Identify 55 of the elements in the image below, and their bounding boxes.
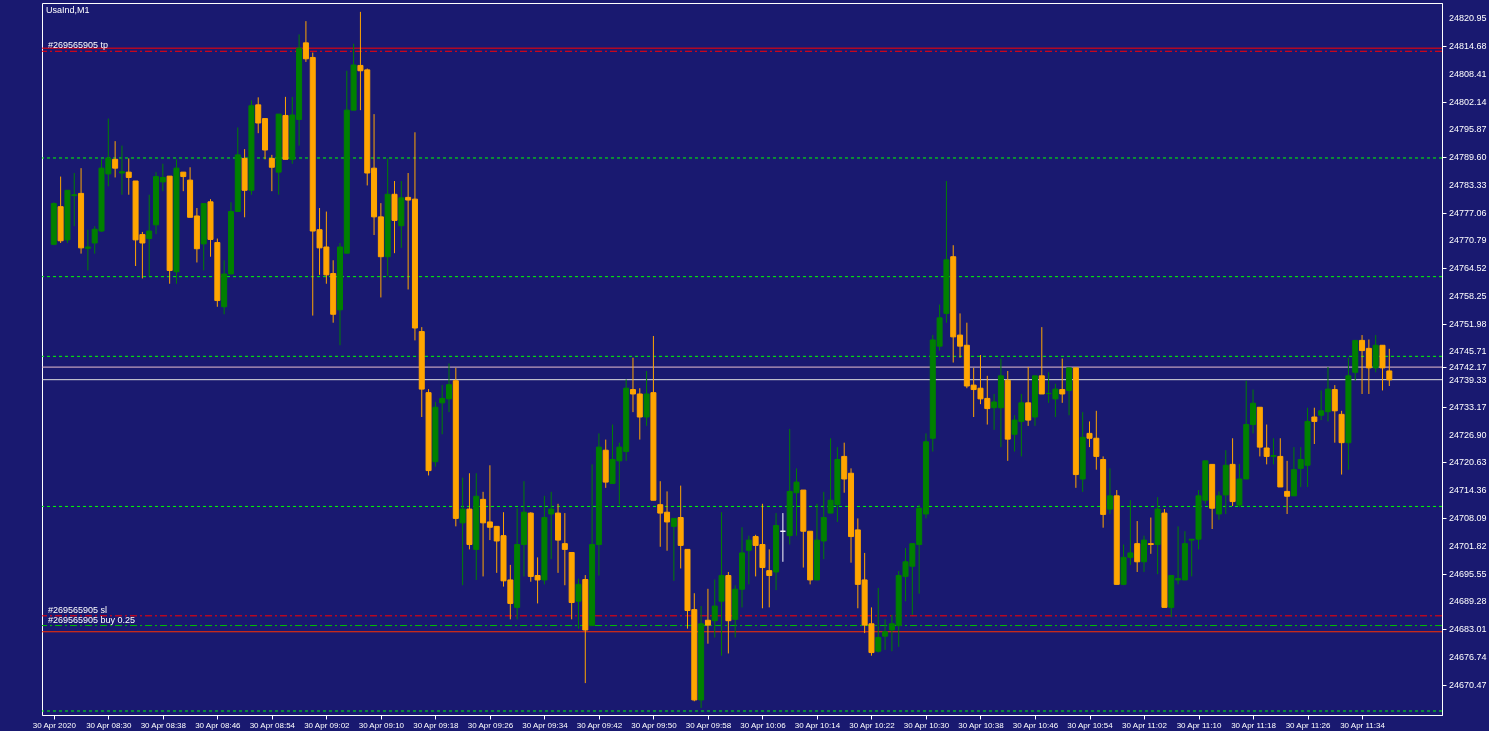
y-tick-label: 24820.95	[1449, 13, 1487, 24]
y-tick-label: 24777.06	[1449, 207, 1487, 218]
y-tick-label: 24708.09	[1449, 513, 1487, 523]
x-tick-label: 30 Apr 11:18	[1231, 720, 1277, 730]
x-tick-label: 30 Apr 08:38	[140, 720, 187, 730]
y-tick-label: 24783.33	[1449, 179, 1487, 190]
ref-line-label: #269565905 buy 0.25	[48, 614, 136, 625]
y-tick-label: 24720.63	[1449, 457, 1487, 468]
x-tick-label: 30 Apr 09:58	[685, 720, 732, 730]
x-tick-label: 30 Apr 10:30	[903, 720, 950, 730]
x-tick-label: 30 Apr 09:02	[304, 720, 351, 730]
x-tick-label: 30 Apr 09:10	[358, 720, 405, 730]
y-tick-label: 24751.98	[1449, 318, 1487, 329]
x-tick-label: 30 Apr 11:26	[1285, 720, 1331, 730]
x-tick-label: 30 Apr 08:30	[86, 720, 133, 730]
y-tick-label: 24742.17	[1449, 362, 1487, 373]
y-tick-label: 24726.90	[1449, 429, 1487, 440]
y-tick-label: 24764.52	[1449, 263, 1487, 274]
y-tick-label: 24714.36	[1449, 485, 1487, 496]
x-tick-label: 30 Apr 09:50	[631, 720, 678, 730]
x-tick-label: 30 Apr 11:34	[1340, 720, 1386, 730]
y-tick-label: 24802.14	[1449, 96, 1487, 107]
y-tick-label: 24701.82	[1449, 540, 1487, 551]
x-tick-label: 30 Apr 09:26	[467, 720, 514, 730]
y-tick-label: 24733.17	[1449, 401, 1487, 412]
y-tick-label: 24745.71	[1449, 346, 1487, 357]
y-tick-label: 24689.28	[1449, 596, 1487, 607]
x-tick-label: 30 Apr 11:10	[1176, 720, 1222, 730]
ref-line-label: #269565905 tp	[48, 40, 109, 51]
x-tick-label: 30 Apr 10:14	[794, 720, 841, 730]
x-tick-label: 30 Apr 09:18	[413, 720, 460, 730]
y-tick-label: 24676.74	[1449, 651, 1487, 662]
y-tick-label: 24814.68	[1449, 41, 1487, 52]
x-tick-label: 30 Apr 11:02	[1122, 720, 1168, 730]
x-tick-label: 30 Apr 09:42	[576, 720, 623, 730]
x-tick-label: 30 Apr 10:46	[1012, 720, 1059, 730]
chart-title: UsaInd,M1	[46, 5, 90, 15]
y-tick-label: 24683.01	[1449, 624, 1487, 635]
x-tick-label: 30 Apr 2020	[32, 720, 77, 730]
ref-line-label: #269565905 sl	[48, 604, 108, 615]
y-tick-label: 24670.47	[1449, 679, 1487, 690]
x-tick-label: 30 Apr 10:06	[740, 720, 787, 730]
y-tick-label: 24695.55	[1449, 568, 1487, 579]
x-tick-label: 30 Apr 10:54	[1067, 720, 1114, 730]
x-tick-label: 30 Apr 09:34	[522, 720, 569, 730]
x-tick-label: 30 Apr 08:54	[249, 720, 296, 730]
y-tick-label: 24795.87	[1449, 124, 1487, 135]
x-tick-label: 30 Apr 08:46	[195, 720, 242, 730]
y-tick-label: 24770.79	[1449, 235, 1487, 246]
x-tick-label: 30 Apr 10:38	[958, 720, 1005, 730]
y-tick-label: 24789.60	[1449, 152, 1487, 163]
x-tick-label: 30 Apr 10:22	[849, 720, 896, 730]
y-tick-label: 24808.41	[1449, 68, 1487, 79]
y-tick-label: 24758.25	[1449, 290, 1487, 301]
y-tick-label: 24739.33	[1449, 374, 1487, 385]
